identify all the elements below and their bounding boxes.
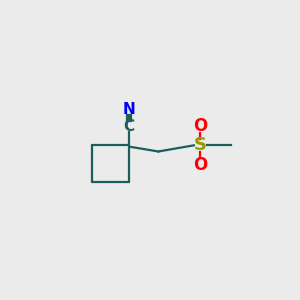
Text: O: O bbox=[193, 117, 207, 135]
Text: C: C bbox=[124, 119, 135, 134]
Text: N: N bbox=[123, 102, 136, 117]
Text: S: S bbox=[194, 136, 206, 154]
Text: O: O bbox=[193, 156, 207, 174]
